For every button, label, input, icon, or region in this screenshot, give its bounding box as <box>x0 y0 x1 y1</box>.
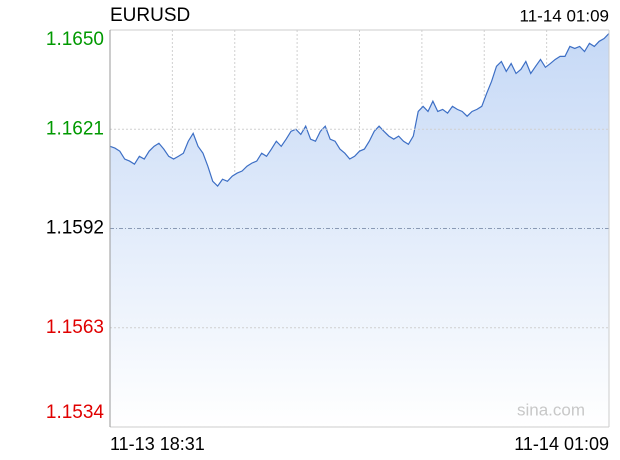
price-line <box>109 33 610 187</box>
area <box>110 33 609 428</box>
y-tick-label: 1.1650 <box>46 29 104 50</box>
y-tick-label: 1.1621 <box>46 118 104 139</box>
watermark: sina.com <box>517 400 585 419</box>
chart-title: EURUSD <box>110 5 190 26</box>
x-tick-label: 11-14 01:09 <box>514 434 609 454</box>
y-tick-label: 1.1592 <box>46 218 104 239</box>
time-label: 11-14 01:09 <box>520 6 609 25</box>
y-tick-label: 1.1534 <box>46 402 105 423</box>
x-tick-label: 11-13 18:31 <box>110 434 205 454</box>
y-tick-label: 1.1563 <box>46 317 104 338</box>
